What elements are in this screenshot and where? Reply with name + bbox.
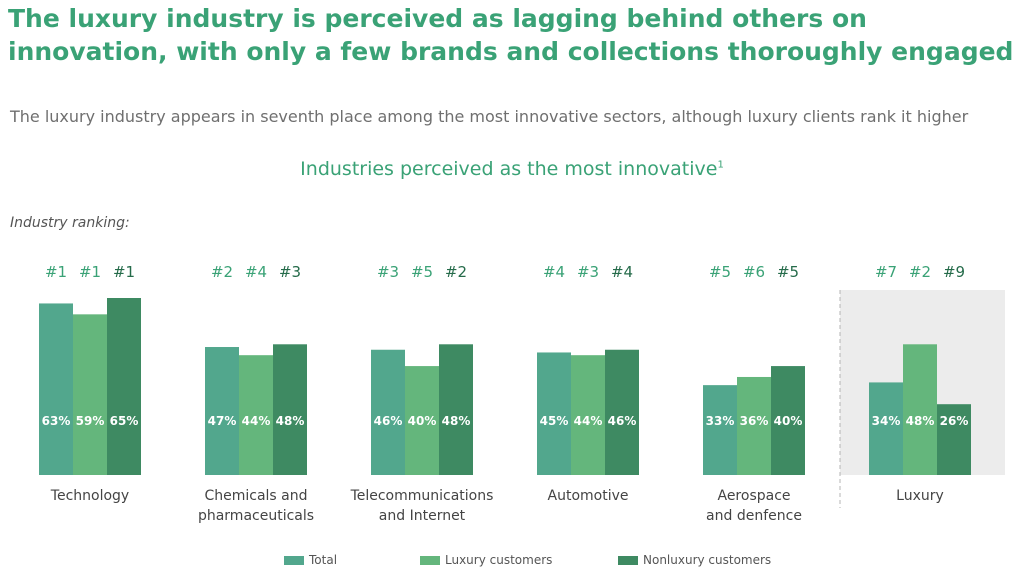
value-label-3-2: 46% [608, 414, 637, 428]
value-label-2-2: 48% [442, 414, 471, 428]
category-label-0-0: Technology [50, 488, 129, 504]
value-label-3-1: 44% [574, 414, 603, 428]
bar-2-0 [371, 349, 405, 475]
bar-0-2 [107, 298, 141, 475]
rank-label-5-0: #7 [875, 263, 897, 281]
bar-4-1 [737, 376, 771, 475]
value-label-0-2: 65% [110, 414, 139, 428]
rank-label-0-2: #1 [113, 263, 135, 281]
value-label-2-1: 40% [408, 414, 437, 428]
value-label-5-0: 34% [872, 414, 901, 428]
rank-label-2-0: #3 [377, 263, 399, 281]
value-label-4-0: 33% [706, 414, 735, 428]
rank-label-3-1: #3 [577, 263, 599, 281]
rank-label-2-1: #5 [411, 263, 433, 281]
chart-heading: Industries perceived as the most innovat… [0, 158, 1024, 180]
page-title: The luxury industry is perceived as lagg… [8, 4, 1014, 66]
chart-legend: Total Luxury customers Nonluxury custome… [0, 553, 1024, 571]
category-label-2-1: and Internet [379, 508, 466, 524]
category-label-1-1: pharmaceuticals [198, 508, 314, 524]
legend-item-total: Total [284, 553, 337, 567]
rank-label-1-1: #4 [245, 263, 267, 281]
value-label-1-1: 44% [242, 414, 271, 428]
innovation-bar-chart: 63% #1 59% #1 65% #1 Technology 47% #2 44% #4 48% #3… [39, 263, 1005, 524]
rank-label-0-1: #1 [79, 263, 101, 281]
bar-0-0 [39, 303, 73, 475]
rank-label-4-2: #5 [777, 263, 799, 281]
legend-swatch-luxury [420, 555, 440, 565]
footnote-marker: 1 [717, 159, 724, 171]
value-label-1-2: 48% [276, 414, 305, 428]
rank-label-4-1: #6 [743, 263, 765, 281]
category-label-2-0: Telecommunications [350, 488, 494, 504]
bar-1-0 [205, 347, 239, 475]
rank-label-3-0: #4 [543, 263, 565, 281]
rank-label-5-1: #2 [909, 263, 931, 281]
bar-5-1 [903, 344, 937, 475]
value-label-1-0: 47% [208, 414, 237, 428]
bar-0-1 [73, 314, 107, 475]
rank-label-1-2: #3 [279, 263, 301, 281]
category-label-3-0: Automotive [548, 488, 629, 504]
legend-label-luxury: Luxury customers [445, 553, 553, 567]
rank-label-3-2: #4 [611, 263, 633, 281]
rank-label-2-2: #2 [445, 263, 467, 281]
legend-swatch-nonluxury [618, 555, 638, 565]
category-label-5-0: Luxury [896, 488, 944, 504]
bar-5-2 [937, 404, 971, 475]
value-label-5-1: 48% [906, 414, 935, 428]
bar-3-2 [605, 349, 639, 475]
page-subtitle: The luxury industry appears in seventh p… [10, 107, 969, 126]
category-label-4-1: and denfence [706, 508, 802, 524]
bar-4-2 [771, 366, 805, 475]
rank-label-1-0: #2 [211, 263, 233, 281]
bar-2-1 [405, 366, 439, 475]
value-label-0-0: 63% [42, 414, 71, 428]
category-label-4-0: Aerospace [717, 488, 790, 504]
bar-1-2 [273, 344, 307, 475]
value-label-4-2: 40% [774, 414, 803, 428]
rank-label-4-0: #5 [709, 263, 731, 281]
bar-3-1 [571, 355, 605, 475]
legend-swatch-total [284, 555, 304, 565]
bar-1-1 [239, 355, 273, 475]
rank-label-5-2: #9 [943, 263, 965, 281]
bar-2-2 [439, 344, 473, 475]
legend-label-total: Total [309, 553, 338, 567]
legend-label-nonluxury: Nonluxury customers [643, 553, 772, 567]
legend-item-luxury: Luxury customers [420, 553, 552, 567]
rank-label-0-0: #1 [45, 263, 67, 281]
chart-heading-text: Industries perceived as the most innovat… [300, 158, 718, 180]
bar-3-0 [537, 352, 571, 475]
industry-ranking-label: Industry ranking: [10, 215, 130, 231]
category-label-1-0: Chemicals and [204, 488, 307, 504]
value-label-4-1: 36% [740, 414, 769, 428]
bar-5-0 [869, 382, 903, 475]
value-label-5-2: 26% [940, 414, 969, 428]
bar-4-0 [703, 385, 737, 475]
value-label-3-0: 45% [540, 414, 569, 428]
value-label-0-1: 59% [76, 414, 105, 428]
legend-item-nonluxury: Nonluxury customers [618, 553, 771, 567]
value-label-2-0: 46% [374, 414, 403, 428]
